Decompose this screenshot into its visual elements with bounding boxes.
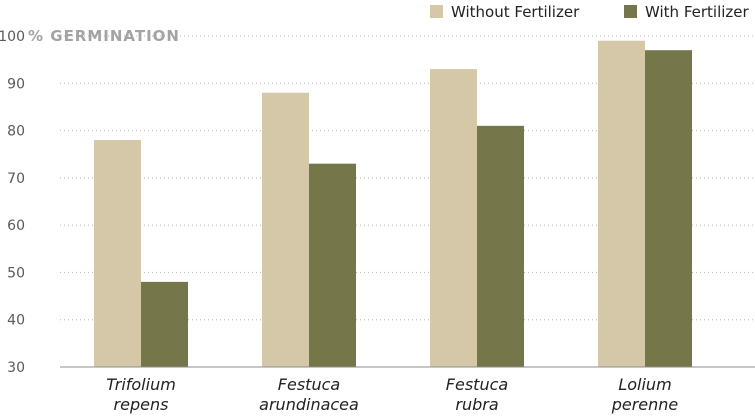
y-tick-label: 90 [7, 76, 25, 92]
category-label: Lolium perenne [611, 375, 679, 414]
category-label: Trifolium repens [106, 375, 176, 414]
category-label-line: Festuca [446, 375, 508, 394]
legend-swatch [430, 5, 443, 18]
y-axis-label: % GERMINATION [28, 27, 180, 45]
category-label: Festuca rubra [446, 375, 508, 414]
category-label-line: Festuca [278, 375, 340, 394]
y-tick-label: 70 [7, 171, 25, 187]
bar-with-fertilizer-3 [645, 50, 692, 367]
bars [94, 40, 692, 367]
y-tick-label: 60 [7, 218, 25, 234]
category-label: Festuca arundinacea [259, 375, 359, 414]
category-label-line: perenne [611, 395, 679, 414]
category-label-line: Trifolium [106, 375, 176, 394]
y-tick-label: 40 [7, 313, 25, 329]
bar-without-fertilizer-2 [430, 69, 477, 367]
bar-without-fertilizer-1 [262, 92, 309, 367]
category-label-line: Lolium [618, 375, 671, 394]
category-label-line: rubra [455, 395, 498, 414]
y-tick-label: 30 [7, 360, 25, 376]
y-axis-tick-labels: 30 40 50 60 70 80 90 100 [0, 29, 25, 376]
y-tick-label: 50 [7, 265, 25, 281]
bar-without-fertilizer-3 [598, 40, 645, 367]
legend-swatch [624, 5, 637, 18]
y-tick-label: 100 [0, 29, 25, 45]
bar-with-fertilizer-1 [309, 163, 356, 367]
bar-with-fertilizer-0 [141, 281, 188, 367]
category-label-line: arundinacea [259, 395, 359, 414]
bar-with-fertilizer-2 [477, 125, 524, 367]
bar-without-fertilizer-0 [94, 140, 141, 367]
category-label-line: repens [114, 395, 169, 414]
legend-label: Without Fertilizer [451, 3, 580, 21]
legend-label: With Fertilizer [645, 3, 750, 21]
legend: Without Fertilizer With Fertilizer [430, 3, 750, 21]
y-tick-label: 80 [7, 124, 25, 140]
